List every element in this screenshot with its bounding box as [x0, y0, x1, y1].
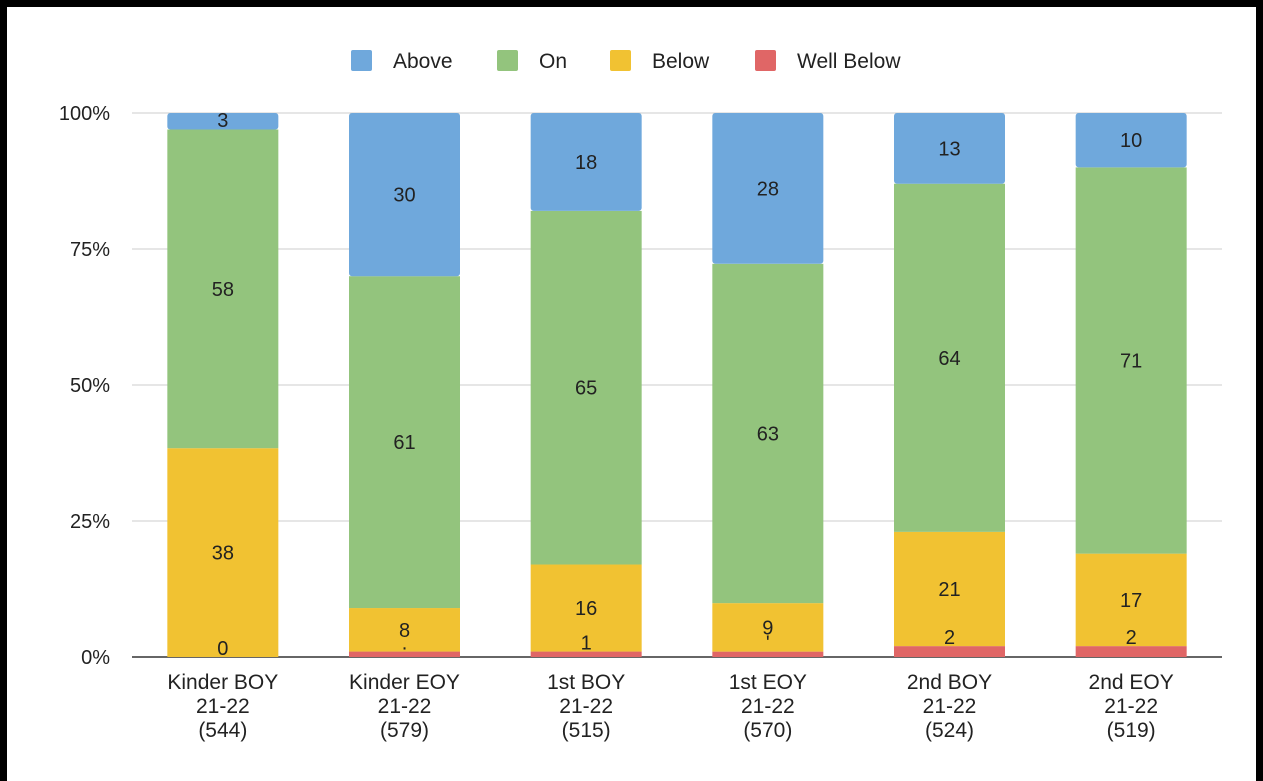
y-tick-label: 50%: [70, 375, 110, 397]
legend-item-well-below: Well Below: [755, 50, 901, 73]
legend-swatch: [497, 50, 518, 71]
bar-segment-well-below: [530, 651, 642, 657]
bar-segment-above: [894, 113, 1005, 184]
x-category-label: (519): [1107, 719, 1156, 742]
data-label: 10: [1120, 130, 1142, 152]
legend-swatch: [755, 50, 776, 71]
data-label: 2: [944, 627, 955, 649]
bar-segment-well-below: [712, 651, 824, 657]
legend-item-above: Above: [351, 50, 453, 73]
bar-segment-on: [530, 210, 642, 565]
chart-frame: 0 38 58 3. 8 61 30 1 16 65 18 ' 9 63 28 2 21 64 13 2 17 71 10 …: [7, 7, 1256, 781]
y-tick-label: 25%: [70, 511, 110, 533]
x-category-label: (570): [743, 719, 792, 742]
data-label: 13: [938, 138, 960, 160]
data-label: 2: [1126, 627, 1137, 649]
bar-segment-above: [167, 113, 279, 130]
x-category-label: Kinder EOY: [349, 671, 460, 694]
data-label: 30: [393, 185, 415, 207]
x-category-label: 1st EOY: [729, 671, 807, 694]
bar-segment-on: [894, 183, 1005, 532]
x-category-label: 21-22: [923, 695, 977, 718]
x-category-label: 21-22: [1104, 695, 1158, 718]
data-label: 28: [757, 178, 779, 200]
legend-item-below: Below: [610, 50, 710, 73]
data-label: 61: [393, 432, 415, 454]
data-label: 71: [1120, 351, 1142, 373]
bar-segment-below: [530, 564, 642, 652]
stacked-bar-chart: 038583.861301166518'9632822164132177110 …: [59, 50, 1222, 742]
bar-segment-below: [712, 603, 824, 652]
data-label: 65: [575, 378, 597, 400]
data-label: 63: [757, 423, 779, 445]
data-label: ': [766, 633, 770, 655]
data-label: 38: [212, 543, 234, 565]
x-category-label: 2nd EOY: [1089, 671, 1174, 694]
data-label: 21: [938, 579, 960, 601]
data-label: 8: [399, 620, 410, 642]
x-category-label: (515): [562, 719, 611, 742]
bar-segment-above: [1075, 113, 1187, 168]
y-tick-label: 75%: [70, 239, 110, 261]
bar-segment-above: [530, 113, 642, 211]
data-label: 16: [575, 598, 597, 620]
data-label: 0: [217, 638, 228, 660]
legend-swatch: [610, 50, 631, 71]
x-category-label: (544): [198, 719, 247, 742]
legend-label: Below: [652, 50, 710, 73]
legend-item-on: On: [497, 50, 567, 73]
x-category-label: Kinder BOY: [167, 671, 278, 694]
data-label: 64: [938, 348, 960, 370]
data-label: 1: [581, 633, 592, 655]
bar-segment-well-below: [1075, 646, 1187, 657]
bar-segment-below: [349, 608, 460, 652]
x-category-label: 21-22: [196, 695, 250, 718]
bar-segment-below: [167, 448, 279, 657]
bar-segment-above: [712, 113, 824, 264]
bar-segment-well-below: [894, 646, 1005, 657]
legend-label: Above: [393, 50, 453, 73]
legend-swatch: [351, 50, 372, 71]
x-category-label: 1st BOY: [547, 671, 625, 694]
data-label: 18: [575, 152, 597, 174]
legend-label: On: [539, 50, 567, 73]
data-label: 58: [212, 279, 234, 301]
data-label: 17: [1120, 590, 1142, 612]
bar-segment-on: [349, 276, 460, 609]
bar-segment-above: [349, 113, 460, 277]
bar-segment-below: [894, 531, 1005, 647]
legend-label: Well Below: [797, 50, 901, 73]
x-category-label: 21-22: [741, 695, 795, 718]
x-category-label: (579): [380, 719, 429, 742]
x-category-label: (524): [925, 719, 974, 742]
y-tick-label: 100%: [59, 103, 110, 125]
x-category-label: 2nd BOY: [907, 671, 992, 694]
y-tick-label: 0%: [81, 647, 110, 669]
bar-segment-below: [1075, 553, 1187, 647]
bar-segment-on: [1075, 167, 1187, 554]
data-label: .: [402, 633, 408, 655]
x-category-label: 21-22: [559, 695, 613, 718]
x-category-label: 21-22: [378, 695, 432, 718]
bar-segment-on: [167, 129, 279, 449]
data-label: 9: [762, 617, 773, 639]
bar-segment-well-below: [349, 651, 460, 657]
data-label: 3: [217, 110, 228, 132]
bar-segment-on: [712, 263, 824, 604]
